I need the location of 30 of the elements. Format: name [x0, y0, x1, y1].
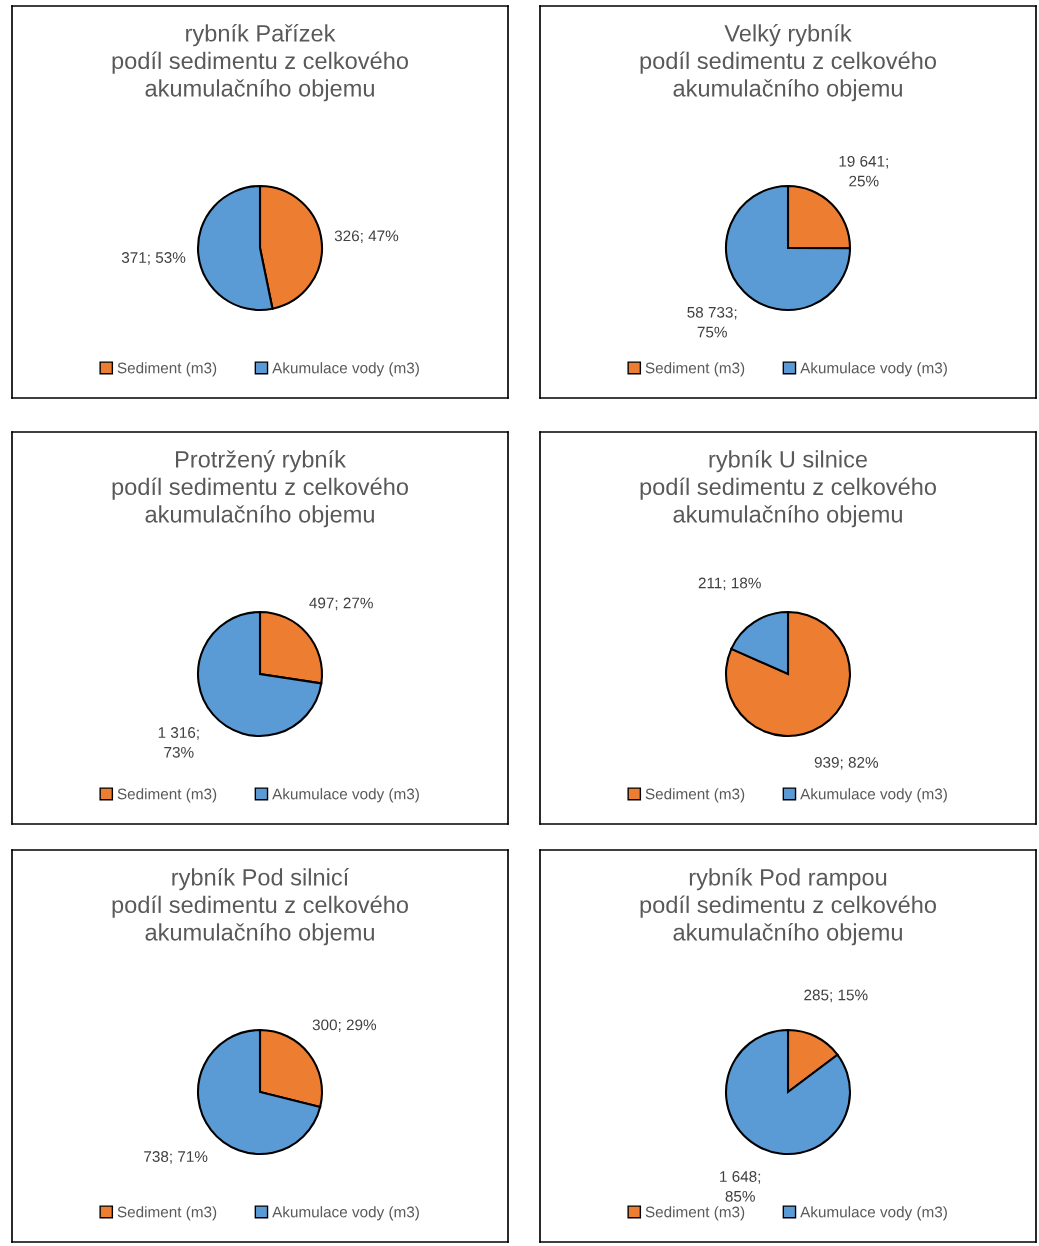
- legend-label: Akumulace vody (m3): [272, 362, 419, 377]
- data-label: 939; 82%: [814, 756, 879, 770]
- data-label: 211; 18%: [698, 577, 761, 591]
- chart-title: Velký rybník podíl sedimentu z celkového akumulačního objemu: [640, 24, 936, 102]
- data-label: 1 648; 85%: [720, 1171, 761, 1202]
- chart-title: rybník Pařízek podíl sedimentu z celkového akumulačního objemu: [112, 24, 408, 102]
- chart-title: rybník U silnice podíl sedimentu z celkového akumulačního objemu: [640, 450, 936, 528]
- legend-label: Akumulace vody (m3): [800, 362, 947, 377]
- legend-label: Sediment (m3): [645, 362, 745, 377]
- legend-label: Sediment (m3): [645, 788, 745, 803]
- legend-label: Sediment (m3): [117, 362, 217, 377]
- data-label: 371; 53%: [121, 252, 186, 265]
- legend-label: Akumulace vody (m3): [800, 1206, 947, 1221]
- data-label: 738; 71%: [144, 1151, 208, 1164]
- data-label: 1 316; 73%: [158, 727, 199, 758]
- legend-label: Akumulace vody (m3): [800, 788, 947, 803]
- legend-label: Sediment (m3): [117, 788, 217, 803]
- chart-title: rybník Pod silnicí podíl sedimentu z celkového akumulačního objemu: [112, 868, 408, 946]
- data-label: 285; 15%: [804, 989, 868, 1003]
- data-label: 19 641; 25%: [839, 155, 888, 187]
- legend-label: Akumulace vody (m3): [272, 788, 419, 803]
- legend-label: Sediment (m3): [117, 1206, 217, 1221]
- data-label: 497; 27%: [309, 597, 373, 611]
- data-label: 326; 47%: [334, 230, 399, 244]
- data-label: 58 733; 75%: [687, 306, 737, 338]
- chart-title: Protržený rybník podíl sedimentu z celkového akumulačního objemu: [112, 450, 408, 528]
- data-label: 300; 29%: [312, 1019, 377, 1033]
- chart-title: rybník Pod rampou podíl sedimentu z celkového akumulačního objemu: [640, 868, 936, 946]
- legend-label: Sediment (m3): [645, 1206, 745, 1221]
- legend-label: Akumulace vody (m3): [272, 1206, 419, 1221]
